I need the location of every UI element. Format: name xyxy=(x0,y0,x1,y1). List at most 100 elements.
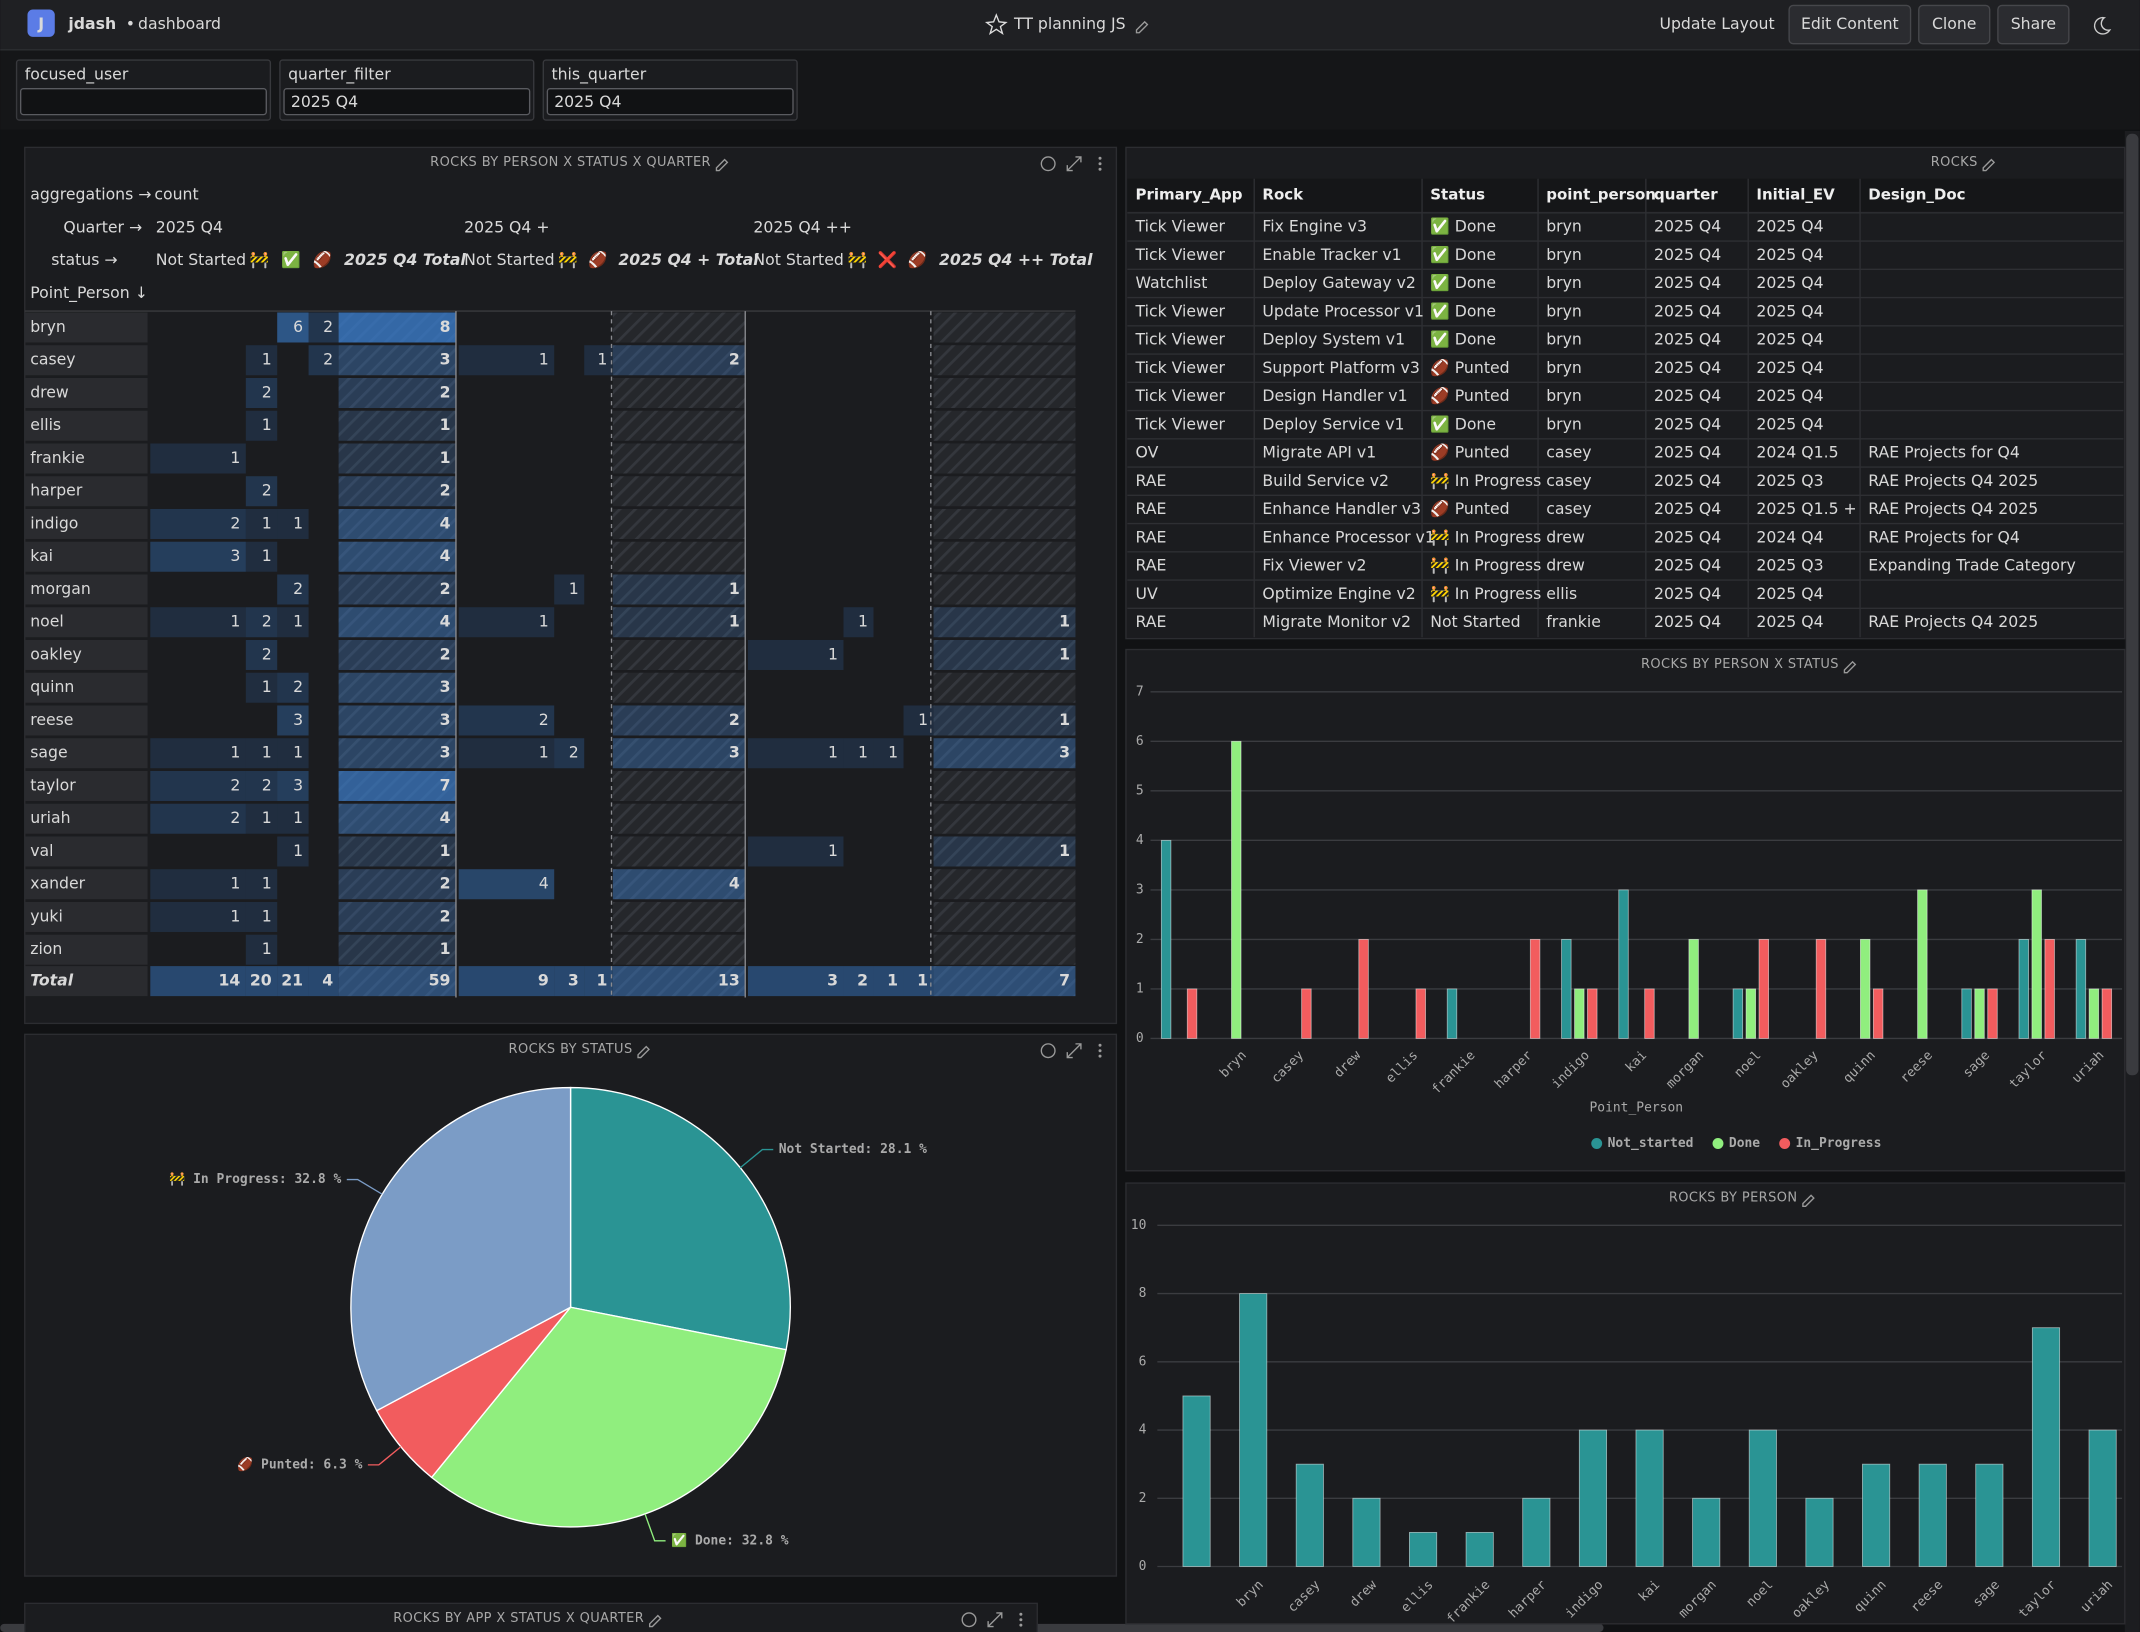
bar xyxy=(1352,1497,1381,1567)
table-cell: 2025 Q4 xyxy=(1654,499,1721,518)
info-icon[interactable] xyxy=(961,1612,977,1628)
menu-dot[interactable] xyxy=(1019,1623,1023,1627)
pivot-hatch xyxy=(612,476,746,507)
expand-icon[interactable] xyxy=(1066,1043,1082,1059)
pivot-hatch xyxy=(338,934,456,965)
pivot-row-header xyxy=(24,836,148,867)
table-cell: 2025 Q1.5 + xyxy=(1756,499,1856,518)
pivot-hatch xyxy=(612,410,746,441)
pivot-hatch xyxy=(338,738,456,769)
pivot-cell xyxy=(338,607,456,638)
menu-dot[interactable] xyxy=(1098,1049,1102,1053)
pivot-cell xyxy=(933,705,1076,736)
pivot-group: 2025 Q4 + xyxy=(464,217,549,236)
edit-icon xyxy=(1843,660,1857,674)
pivot-value: 2 xyxy=(230,513,240,532)
pivot-value: 2 xyxy=(440,874,451,893)
pivot-row-name: bryn xyxy=(30,317,66,336)
pivot-value: 2 xyxy=(323,317,333,336)
filter-input[interactable] xyxy=(283,88,531,116)
pivot-value: 1 xyxy=(888,743,898,762)
table-cell: 2025 Q4 xyxy=(1654,471,1721,490)
pivot-cell xyxy=(150,508,246,539)
pivot-hatch xyxy=(612,705,746,736)
button[interactable] xyxy=(1918,4,1991,45)
pivot-value: 2 xyxy=(230,808,240,827)
pivot-row-name: noel xyxy=(30,612,64,631)
pivot-row-header xyxy=(24,672,148,703)
table-cell: Deploy Service v1 xyxy=(1262,414,1404,433)
table-cell: Tick Viewer xyxy=(1134,245,1225,264)
table-cell: ✅ Done xyxy=(1430,301,1496,320)
y-tick-label: 0 xyxy=(1139,1559,1147,1574)
bar xyxy=(1961,988,1972,1039)
button-label[interactable]: Update Layout xyxy=(1659,14,1774,33)
pivot-hatch xyxy=(933,410,1076,441)
legend-swatch[interactable] xyxy=(1712,1138,1724,1149)
pivot-value: 7 xyxy=(440,775,451,794)
filter-value[interactable]: 2025 Q4 xyxy=(554,92,621,111)
menu-dot[interactable] xyxy=(1098,156,1102,160)
pie-leader xyxy=(739,1148,774,1169)
pivot-cell xyxy=(338,770,456,801)
button-label[interactable]: Edit Content xyxy=(1801,14,1899,33)
menu-dot[interactable] xyxy=(1098,167,1102,171)
info-icon[interactable] xyxy=(1040,1043,1056,1059)
pivot-value: 2 xyxy=(729,710,740,729)
pivot-row-name: casey xyxy=(30,350,75,369)
table-cell: 2025 Q4 xyxy=(1654,330,1721,349)
pivot-cell xyxy=(554,738,585,769)
filter-value[interactable]: 2025 Q4 xyxy=(291,92,358,111)
table-cell: casey xyxy=(1546,443,1591,462)
filter-input[interactable] xyxy=(19,88,267,116)
button-label[interactable]: Share xyxy=(2011,14,2056,33)
legend-swatch[interactable] xyxy=(1591,1138,1603,1149)
expand-icon[interactable] xyxy=(1066,156,1082,172)
menu-dot[interactable] xyxy=(1098,1054,1102,1058)
menu-dot[interactable] xyxy=(1019,1618,1023,1622)
pivot-value: 20 xyxy=(250,971,272,990)
legend-label[interactable]: Not_started xyxy=(1608,1136,1694,1151)
button-label[interactable]: Clone xyxy=(1932,14,1977,33)
menu-dot[interactable] xyxy=(1098,1043,1102,1047)
pivot-hatch xyxy=(933,377,1076,408)
button[interactable] xyxy=(1788,4,1912,45)
legend-swatch[interactable] xyxy=(1779,1138,1791,1149)
pivot-value: 2 xyxy=(262,644,272,663)
edit-icon xyxy=(637,1045,650,1059)
pivot-col-header: 2025 Q4 + Total xyxy=(618,250,759,269)
table-cell: 2025 Q4 xyxy=(1654,217,1721,236)
table-cell: drew xyxy=(1546,527,1585,546)
pivot-hatch xyxy=(612,738,746,769)
menu-dot[interactable] xyxy=(1098,162,1102,166)
expand-icon[interactable] xyxy=(987,1612,1003,1628)
pivot-group: 2025 Q4 xyxy=(156,217,223,236)
button[interactable] xyxy=(1997,4,2070,45)
pivot-agg-label: aggregations → xyxy=(30,185,151,204)
legend-label[interactable]: In_Progress xyxy=(1796,1136,1882,1151)
pivot-value: 3 xyxy=(729,743,740,762)
bar xyxy=(1748,1429,1777,1567)
pivot-row-header xyxy=(24,934,148,965)
pivot-value: 1 xyxy=(262,874,272,893)
menu-dot[interactable] xyxy=(1019,1612,1023,1616)
table-cell: RAE xyxy=(1135,612,1166,631)
info-icon[interactable] xyxy=(1040,156,1056,172)
table-cell: 2025 Q4 xyxy=(1654,358,1721,377)
scrollbar-thumb[interactable] xyxy=(2126,133,2139,1076)
filter-input[interactable] xyxy=(546,88,794,116)
bar xyxy=(1522,1497,1551,1567)
pivot-row-name: indigo xyxy=(30,513,78,532)
bar xyxy=(1860,938,1871,1039)
pivot-cell xyxy=(458,869,555,900)
filter-label: quarter_filter xyxy=(288,65,391,85)
bar xyxy=(1561,938,1572,1039)
theme-toggle[interactable] xyxy=(2093,16,2112,35)
pivot-cell xyxy=(308,345,339,376)
legend-label[interactable]: Done xyxy=(1729,1136,1760,1151)
table-cell: RAE xyxy=(1135,471,1166,490)
table-cell: Watchlist xyxy=(1135,273,1207,292)
favorite-star[interactable] xyxy=(984,13,1008,36)
